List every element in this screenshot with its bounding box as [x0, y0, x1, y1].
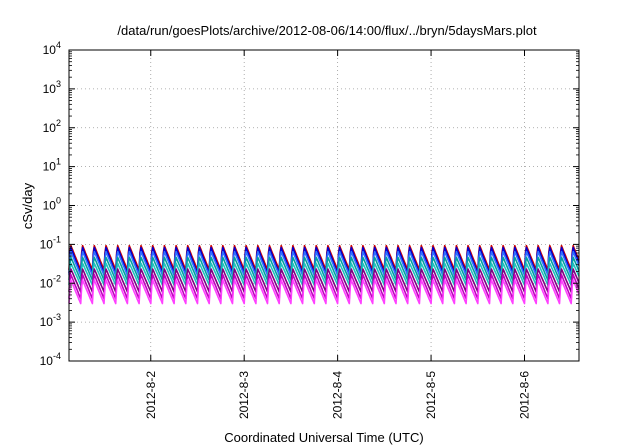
x-tick-label: 2012-8-3 [237, 371, 251, 419]
x-tick-label: 2012-8-4 [331, 371, 345, 419]
y-tick-label: 10-1 [40, 234, 61, 251]
y-axis: 104 103 102 101 100 10-1 10-2 10-3 10-4 [40, 40, 579, 368]
x-axis-label: Coordinated Universal Time (UTC) [224, 430, 423, 445]
series-line-6 [68, 273, 580, 300]
y-tick-label: 100 [43, 196, 61, 213]
y-tick-label: 104 [43, 40, 61, 57]
y-tick-label: 10-3 [40, 312, 61, 329]
x-axis: 2012-8-2 2012-8-3 2012-8-4 2012-8-5 2012-8-6 [144, 50, 531, 419]
x-tick-label: 2012-8-5 [424, 371, 438, 419]
y-axis-label: cSv/day [20, 182, 35, 229]
y-tick-label: 10-2 [40, 273, 61, 290]
series-group [68, 244, 580, 305]
x-tick-label: 2012-8-2 [144, 371, 158, 419]
series-line-2 [68, 250, 580, 277]
series-line-5 [68, 268, 580, 293]
series-line-1 [68, 246, 580, 275]
y-tick-label: 10-4 [40, 351, 61, 368]
series-line-4 [68, 262, 580, 286]
series-line-3 [68, 256, 580, 282]
x-tick-label: 2012-8-6 [517, 371, 531, 419]
chart-title: /data/run/goesPlots/archive/2012-08-06/1… [117, 23, 537, 38]
series-line-7 [68, 279, 580, 305]
y-tick-label: 101 [43, 157, 61, 174]
y-tick-label: 102 [43, 118, 61, 135]
grid [69, 50, 579, 361]
y-tick-label: 103 [43, 79, 61, 96]
